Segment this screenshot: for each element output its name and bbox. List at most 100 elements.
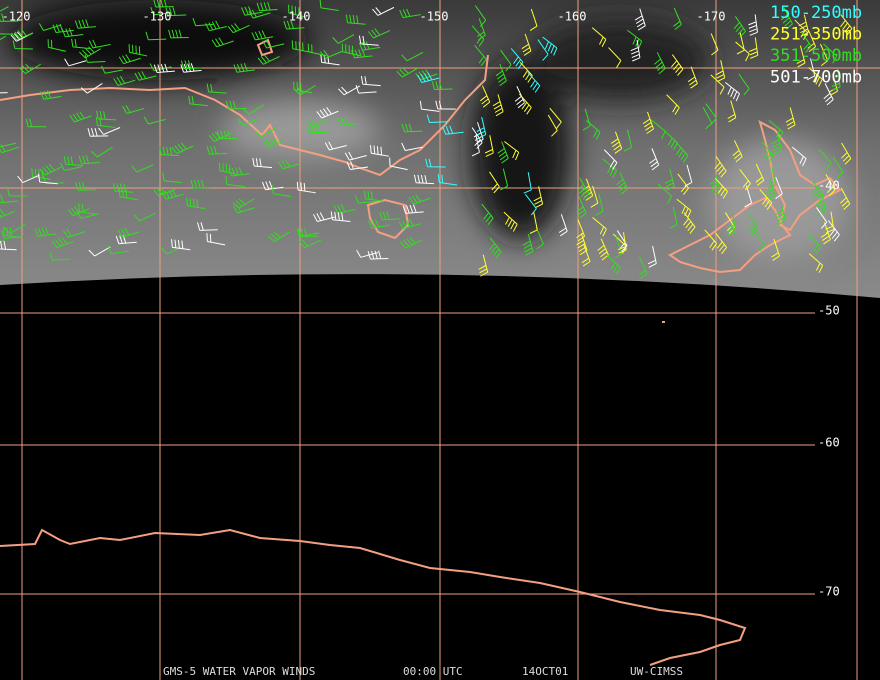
wind-barb xyxy=(122,105,145,114)
wind-barb xyxy=(75,181,96,191)
wind-barb xyxy=(306,124,328,134)
wind-barb xyxy=(251,30,274,41)
wind-barb xyxy=(413,174,435,185)
wind-barb xyxy=(192,17,214,27)
wind-barb xyxy=(19,63,42,75)
wind-barb xyxy=(653,52,666,75)
wind-barb xyxy=(254,127,277,138)
wind-barb xyxy=(642,111,654,134)
wind-barb xyxy=(585,120,601,140)
wind-barb xyxy=(715,232,727,255)
wind-barb xyxy=(435,100,456,110)
wind-barb xyxy=(781,7,793,30)
latitude-label: -50 xyxy=(818,304,840,318)
wind-barb xyxy=(419,100,440,112)
wind-barb xyxy=(1,230,23,239)
wind-barb xyxy=(39,163,62,176)
wind-barb xyxy=(49,252,71,261)
wind-barb xyxy=(832,156,844,179)
wind-barb xyxy=(500,168,509,191)
wind-barb xyxy=(634,8,646,31)
footer-text: 14OCT01 xyxy=(522,665,568,678)
wind-barb xyxy=(40,90,62,100)
wind-barb xyxy=(666,94,680,115)
wind-barb xyxy=(736,32,745,55)
wind-barb xyxy=(3,227,23,239)
wind-barb xyxy=(47,39,67,52)
wind-barb xyxy=(161,188,184,200)
wind-barb xyxy=(606,254,621,275)
grid-labels: -120 -130 -140 -150 -160 -170 -40 -50 -60 -70 xyxy=(2,10,840,599)
australia-coast xyxy=(0,54,489,177)
tasmania-coast xyxy=(366,198,410,240)
wind-barb xyxy=(344,151,367,161)
wind-barb xyxy=(710,33,719,56)
wind-barb xyxy=(657,183,672,204)
wind-barb xyxy=(262,39,285,49)
wind-barb xyxy=(205,20,227,32)
wind-barb xyxy=(307,118,330,128)
wind-barb xyxy=(206,83,227,94)
wind-barb xyxy=(623,129,632,152)
wind-barb xyxy=(840,14,853,36)
wind-barb xyxy=(171,239,191,251)
wind-barb xyxy=(522,233,534,256)
wind-barb xyxy=(807,58,816,81)
footer-text: 00:00 UTC xyxy=(403,665,463,678)
wind-barb xyxy=(278,159,301,170)
wind-barb xyxy=(638,256,648,279)
wind-barb xyxy=(341,43,361,57)
wind-barb xyxy=(510,48,524,70)
wind-barb xyxy=(62,229,86,238)
wind-barb xyxy=(831,68,841,91)
wind-barb xyxy=(242,104,265,115)
wind-barb xyxy=(150,7,172,16)
wind-barb xyxy=(744,185,753,208)
footer: GMS-5 WATER VAPOR WINDS 00:00 UTC 14OCT01 U… xyxy=(163,665,683,678)
wind-barb xyxy=(330,211,351,222)
wind-barb xyxy=(252,157,273,169)
wind-barb xyxy=(88,39,111,49)
wind-barb xyxy=(241,6,263,16)
wind-barb xyxy=(471,134,480,157)
wind-barb xyxy=(630,39,641,62)
wind-barb xyxy=(225,100,247,110)
wind-barb xyxy=(825,211,835,234)
wind-barb xyxy=(113,76,136,86)
wind-barb xyxy=(627,29,643,49)
wind-barb xyxy=(237,118,260,126)
wind-barb xyxy=(471,25,485,47)
wind-barb xyxy=(76,210,99,219)
wind-barb xyxy=(812,181,825,203)
wind-barb xyxy=(616,172,628,195)
new-zealand-south xyxy=(668,196,792,274)
wind-barb xyxy=(408,194,431,205)
wind-barb xyxy=(232,198,255,209)
wind-barb xyxy=(796,45,806,68)
wind-barb xyxy=(705,103,717,125)
wind-barb xyxy=(61,28,84,38)
latitude-label: -40 xyxy=(818,179,840,193)
wind-barb xyxy=(663,130,678,151)
wind-barb xyxy=(355,85,377,94)
wind-barb xyxy=(293,84,316,96)
wind-barb xyxy=(401,142,423,151)
wind-barb xyxy=(267,231,290,243)
wind-barb xyxy=(69,111,92,123)
wind-barb xyxy=(715,60,726,83)
wind-barb xyxy=(547,114,558,137)
wind-barb xyxy=(495,63,507,87)
wind-barb xyxy=(676,198,692,219)
wind-barb xyxy=(671,54,684,76)
wind-barb xyxy=(577,177,590,200)
wind-barb xyxy=(364,190,384,202)
wind-barb xyxy=(356,249,379,258)
wind-barb xyxy=(504,141,520,161)
wind-barb xyxy=(333,204,356,214)
wind-barb xyxy=(79,46,101,59)
wind-barb xyxy=(96,110,117,121)
longitude-label: -120 xyxy=(2,10,31,24)
wind-barb xyxy=(497,141,509,164)
wind-barb xyxy=(190,179,212,189)
